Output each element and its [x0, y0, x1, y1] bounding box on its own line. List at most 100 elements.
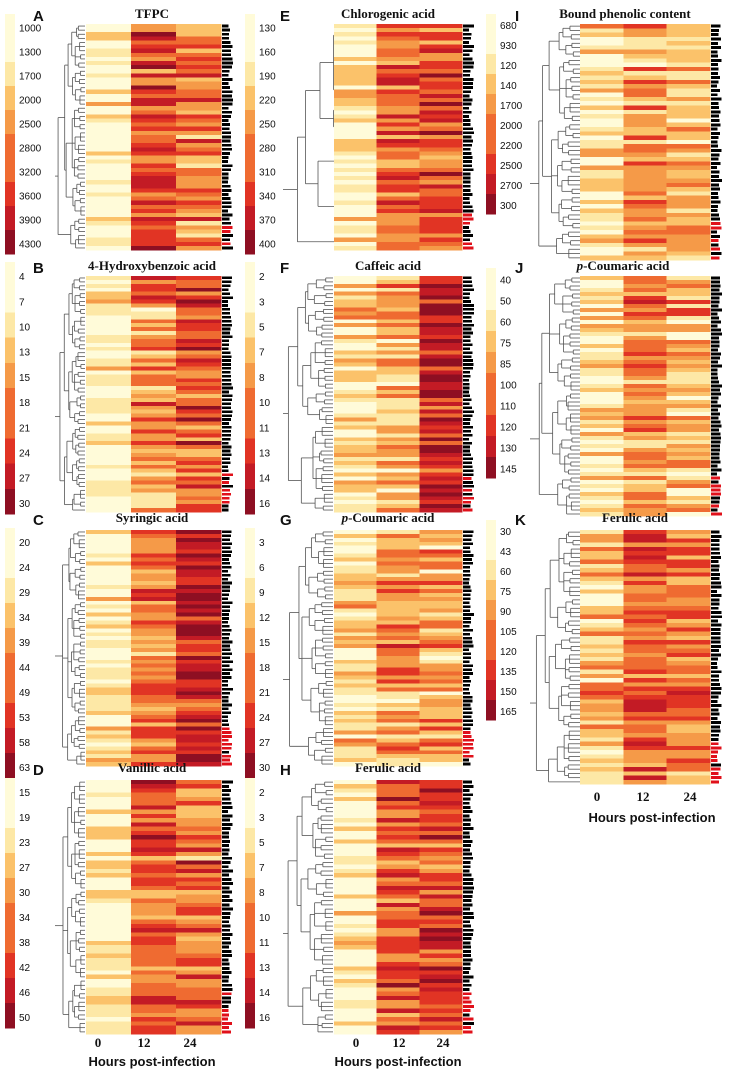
row-label	[463, 213, 473, 217]
heatmap-cell	[176, 675, 222, 680]
heatmap-cell	[176, 726, 222, 731]
scale-swatch	[486, 457, 496, 479]
heatmap-cell	[580, 476, 624, 481]
heatmap-cell	[176, 945, 222, 950]
heatmap-cell	[334, 417, 378, 422]
heatmap-cell	[86, 225, 132, 230]
heatmap-cell	[176, 1004, 222, 1009]
heatmap-cell	[131, 60, 177, 66]
heatmap-cell	[623, 300, 668, 305]
heatmap-cell	[580, 276, 624, 281]
scale-swatch	[245, 528, 255, 554]
heatmap-cell	[334, 792, 378, 798]
heatmap-cell	[176, 437, 222, 442]
row-label	[711, 380, 719, 384]
heatmap-cell	[623, 62, 668, 68]
row-label	[463, 703, 471, 707]
row-label	[222, 343, 230, 347]
heatmap-cell	[86, 374, 132, 379]
heatmap-cell	[131, 648, 177, 653]
heatmap-cell	[376, 283, 420, 289]
heatmap-cell	[86, 722, 132, 728]
heatmap-cell	[419, 589, 463, 594]
row-label	[711, 572, 721, 576]
heatmap-cell	[334, 425, 378, 430]
scale-swatch	[486, 373, 496, 395]
scale-label: 20	[19, 538, 31, 549]
heatmap-cell	[176, 648, 222, 653]
heatmap-cell	[86, 155, 132, 160]
heatmap-cell	[131, 663, 177, 669]
heatmap-cell	[176, 754, 222, 759]
row-label	[463, 644, 474, 648]
heatmap-cell	[334, 85, 378, 91]
heatmap-cell	[376, 409, 420, 415]
scale-label: 7	[19, 297, 25, 308]
row-label	[222, 1021, 233, 1025]
heatmap-cell	[666, 144, 711, 149]
row-label	[463, 28, 470, 32]
heatmap-cell	[86, 957, 132, 963]
row-label	[711, 476, 720, 480]
row-label	[711, 488, 721, 492]
heatmap-cell	[334, 287, 378, 293]
row-label	[463, 110, 472, 114]
heatmap-cell	[131, 758, 177, 763]
row-label	[463, 937, 472, 941]
heatmap-cell	[176, 303, 222, 308]
heatmap-cell	[666, 665, 711, 671]
heatmap-cell	[334, 1021, 378, 1026]
heatmap-cell	[419, 106, 463, 111]
row-label	[222, 992, 232, 996]
row-label	[222, 890, 232, 894]
heatmap-cell	[334, 738, 378, 743]
heatmap-cell	[176, 283, 222, 289]
heatmap-cell	[666, 635, 711, 641]
heatmap-cell	[580, 28, 624, 33]
heatmap-cell	[86, 651, 132, 657]
heatmap-cell	[334, 114, 378, 119]
heatmap-cell	[419, 830, 463, 836]
heatmap-cell	[419, 632, 463, 637]
scale-swatch	[245, 337, 255, 364]
heatmap-cell	[176, 730, 222, 735]
heatmap-cell	[176, 196, 222, 202]
heatmap-cell	[623, 551, 668, 556]
row-label	[222, 292, 231, 295]
heatmap-cell	[334, 585, 378, 590]
row-label	[463, 500, 472, 504]
heatmap-grid	[580, 276, 711, 517]
heatmap-cell	[176, 151, 222, 156]
scale-label: 15	[259, 638, 271, 649]
heatmap-cell	[666, 328, 711, 333]
panel-title: 4-Hydroxybenzoic acid	[88, 258, 217, 273]
row-label	[463, 430, 471, 433]
heatmap-cell	[623, 217, 668, 222]
row-label	[222, 1026, 230, 1030]
scale-label: 3	[259, 813, 265, 824]
heatmap-cell	[580, 88, 624, 94]
heatmap-cell	[376, 784, 420, 789]
heatmap-cell	[623, 24, 668, 29]
heatmap-cell	[131, 378, 177, 383]
heatmap-cell	[334, 106, 378, 111]
heatmap-cell	[86, 663, 132, 669]
heatmap-cell	[131, 915, 177, 921]
heatmap-cell	[334, 291, 378, 297]
row-label	[711, 328, 722, 332]
row-label	[222, 445, 232, 449]
heatmap-cell	[176, 683, 222, 688]
scale-label: 7	[259, 348, 265, 359]
heatmap-cell	[86, 276, 132, 281]
scale-label: 135	[500, 667, 517, 678]
heatmap-cell	[376, 612, 420, 617]
row-label	[463, 143, 472, 147]
row-label	[222, 280, 232, 284]
heatmap-cell	[176, 907, 222, 912]
heatmap-cell	[376, 1004, 420, 1009]
heatmap-cell	[419, 184, 463, 189]
heatmap-cell	[334, 644, 378, 649]
heatmap-cell	[86, 378, 132, 383]
heatmap-cell	[419, 792, 463, 798]
